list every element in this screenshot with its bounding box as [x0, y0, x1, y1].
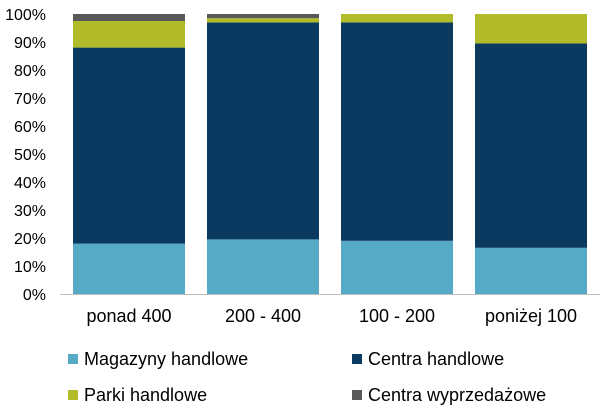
bar-segment	[73, 21, 185, 48]
bar-segment	[73, 47, 185, 244]
y-tick-label: 100%	[5, 7, 46, 24]
legend: Magazyny handlowe Centra handlowe Parki ha…	[68, 349, 546, 405]
y-axis: 0% 10% 20% 30% 40% 50% 60% 70% 80% 90% 100%	[5, 7, 46, 304]
x-axis: ponad 400 200 - 400 100 - 200 poniżej 100	[60, 294, 600, 326]
x-tick-label: poniżej 100	[485, 306, 577, 326]
y-tick-label: 40%	[14, 175, 46, 192]
y-tick-label: 20%	[14, 231, 46, 248]
bar-segment	[73, 243, 185, 294]
bar-segment	[207, 22, 319, 240]
legend-label: Parki handlowe	[84, 385, 207, 405]
legend-swatch	[68, 354, 78, 364]
y-tick-label: 70%	[14, 91, 46, 108]
bar-segment	[475, 14, 587, 44]
bars	[73, 14, 587, 294]
legend-label: Magazyny handlowe	[84, 349, 248, 369]
y-tick-label: 0%	[23, 287, 46, 304]
bar-segment	[341, 22, 453, 241]
y-tick-label: 30%	[14, 203, 46, 220]
x-tick-label: ponad 400	[86, 306, 171, 326]
bar-segment	[475, 43, 587, 248]
y-tick-label: 10%	[14, 259, 46, 276]
legend-label: Centra wyprzedażowe	[368, 385, 546, 405]
y-tick-label: 80%	[14, 63, 46, 80]
bar-segment	[207, 14, 319, 19]
legend-swatch	[352, 390, 362, 400]
y-tick-label: 60%	[14, 119, 46, 136]
bar-segment	[341, 14, 453, 23]
legend-label: Centra handlowe	[368, 349, 504, 369]
x-tick-label: 100 - 200	[359, 306, 435, 326]
bar-segment	[207, 239, 319, 294]
x-tick-label: 200 - 400	[225, 306, 301, 326]
y-tick-label: 90%	[14, 35, 46, 52]
bar-segment	[73, 14, 185, 21]
legend-swatch	[68, 390, 78, 400]
legend-swatch	[352, 354, 362, 364]
bar-segment	[341, 240, 453, 294]
bar-segment	[207, 18, 319, 23]
bar-segment	[475, 247, 587, 294]
y-tick-label: 50%	[14, 147, 46, 164]
